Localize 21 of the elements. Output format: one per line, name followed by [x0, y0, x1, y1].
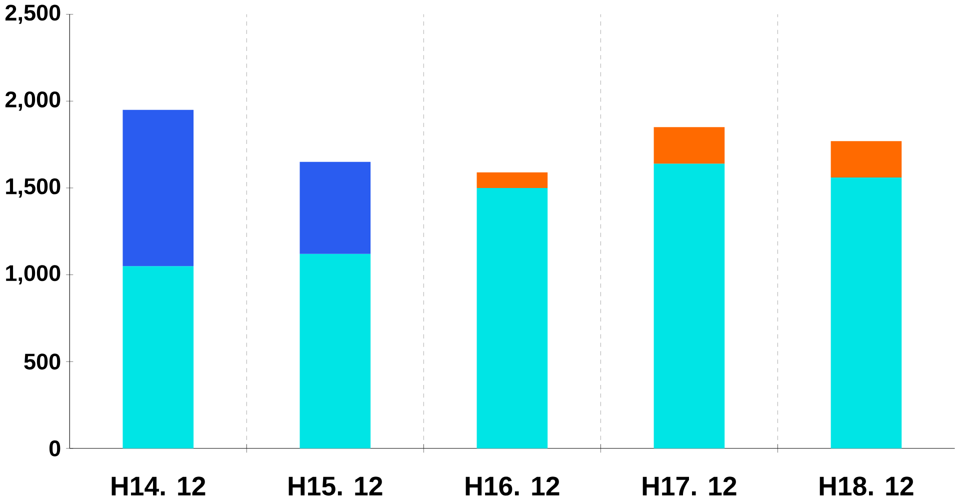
bar — [476, 172, 548, 188]
x-tick-label: H14. 12 — [112, 476, 206, 496]
y-tick-label: 1,500 — [6, 178, 60, 198]
bar — [654, 164, 725, 448]
bar — [122, 266, 194, 448]
bar — [122, 110, 194, 266]
bar — [300, 162, 371, 254]
bar — [830, 140, 902, 178]
y-tick-label: 0 — [49, 440, 60, 456]
x-tick-label: H18. 12 — [820, 476, 914, 496]
x-tick-label: H17. 12 — [642, 476, 736, 496]
bar — [300, 254, 371, 448]
bar — [830, 177, 902, 448]
x-tick-label: H15. 12 — [288, 476, 382, 496]
y-tick-label: 2,500 — [5, 4, 60, 24]
y-tick-label: 500 — [24, 353, 60, 370]
y-tick-label: 2,000 — [5, 91, 60, 111]
bar — [654, 127, 725, 164]
y-tick-label: 1,000 — [6, 265, 60, 284]
bar — [476, 188, 548, 448]
x-tick-label: H16. 12 — [466, 476, 560, 496]
